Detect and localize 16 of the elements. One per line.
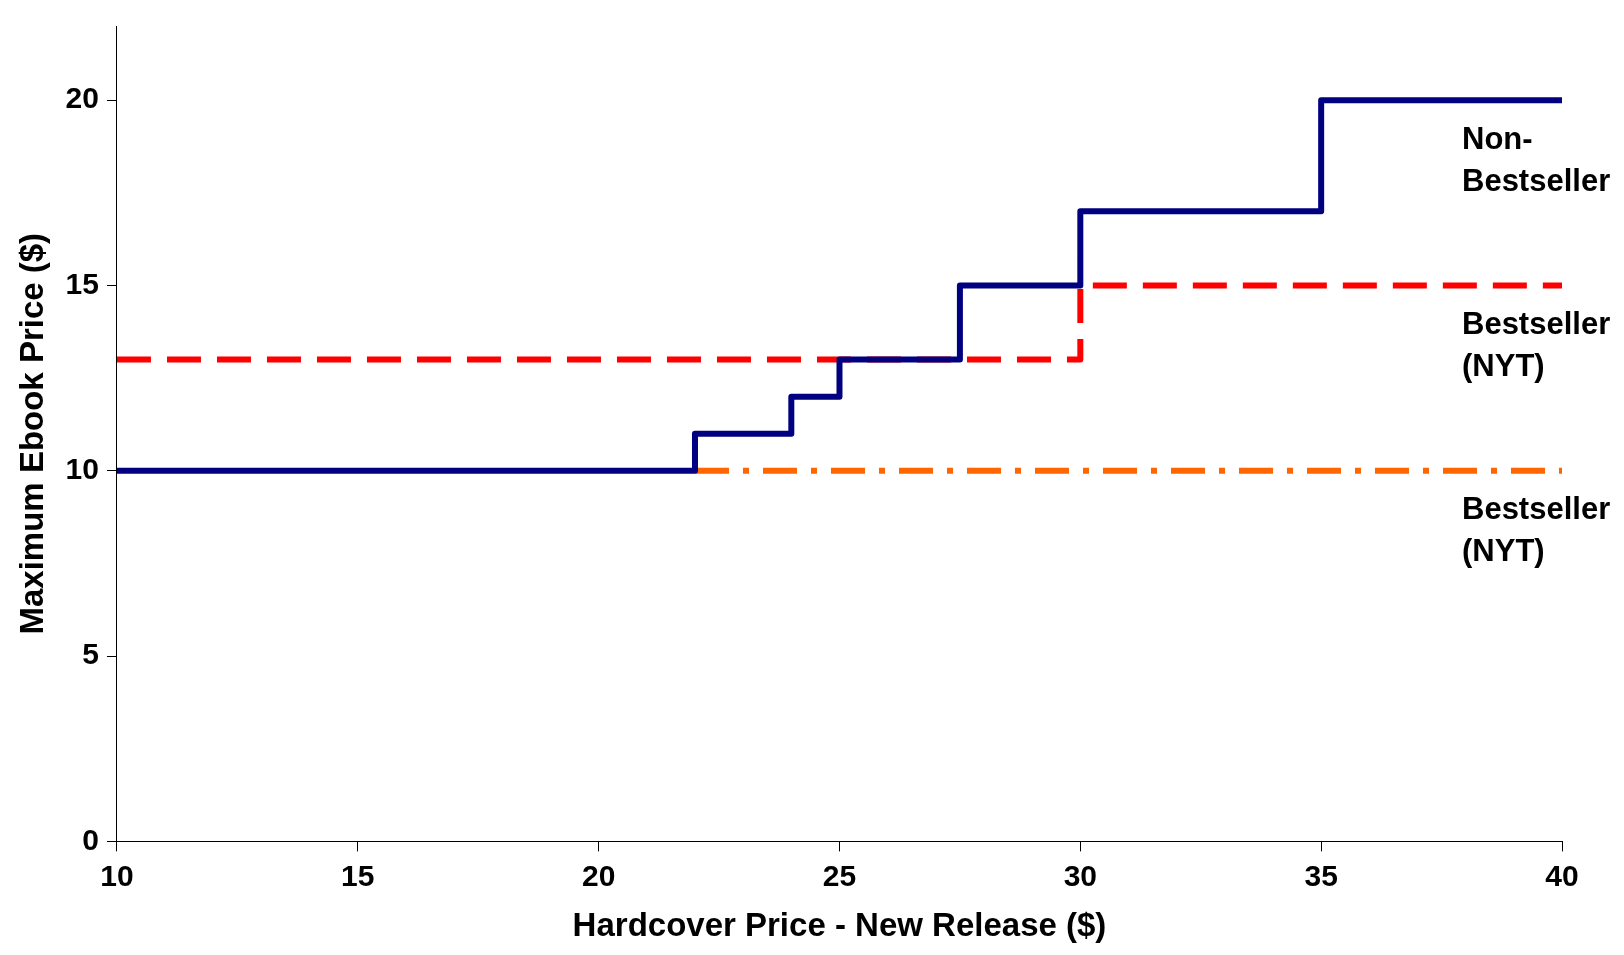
x-tick-label: 30 [1063,858,1098,892]
y-tick-label: 20 [65,81,99,115]
y-axis-title: Maximum Ebook Price ($) [12,232,50,635]
series-label: Bestseller (NYT) [1462,491,1611,569]
x-tick-label: 40 [1545,858,1579,892]
x-tick-label: 15 [341,858,375,892]
y-tick-label: 5 [82,637,99,671]
y-tick-label: 10 [65,452,99,486]
series-label: Non-Bestseller [1462,120,1611,198]
y-tick-label: 15 [65,266,99,300]
x-tick-label: 35 [1304,858,1338,892]
y-tick-label: 0 [82,822,99,856]
series-label: Bestseller (NYT) [1462,305,1611,383]
x-axis-title: Hardcover Price - New Release ($) [572,906,1107,944]
x-tick-label: 25 [822,858,857,892]
x-tick-label: 20 [581,858,616,892]
